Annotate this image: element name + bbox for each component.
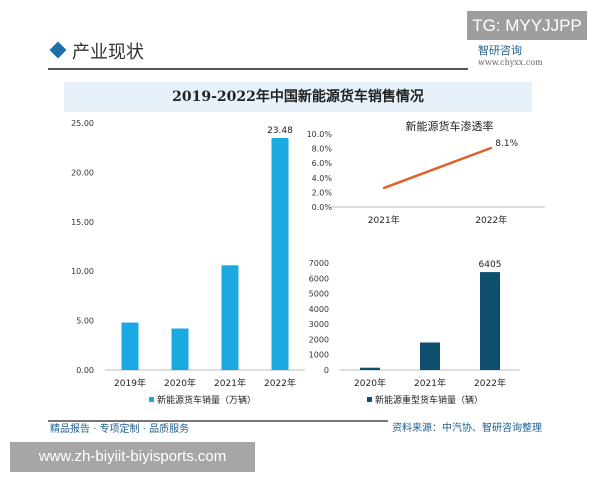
y-tick-label: 0 [324, 366, 329, 375]
x-tick-label: 2020年 [354, 377, 386, 389]
x-tick-label: 2022年 [474, 377, 506, 389]
y-tick-label: 25.00 [71, 119, 94, 128]
x-tick-label: 2022年 [264, 377, 296, 389]
legend-swatch [149, 397, 154, 402]
y-tick-label: 5000 [309, 290, 329, 299]
section-title: 产业现状 [72, 42, 144, 63]
y-tick-label: 8.0% [312, 145, 333, 154]
line-chart-title: 新能源货车渗透率 [406, 119, 494, 133]
logo: 智研咨询 [478, 44, 522, 57]
bar [360, 367, 380, 370]
bar [480, 272, 500, 370]
legend-label: 新能源重型货车销量（辆） [375, 394, 483, 406]
y-tick-label: 10.0% [307, 130, 333, 139]
logo-url: www.chyxx.com [478, 58, 543, 67]
y-tick-label: 5.00 [76, 317, 94, 326]
bar [221, 265, 239, 370]
y-tick-label: 10.00 [71, 267, 94, 276]
y-tick-label: 3000 [309, 320, 329, 329]
y-tick-label: 15.00 [71, 218, 94, 227]
series-line [383, 146, 492, 190]
legend-label: 新能源货车销量（万辆） [157, 394, 256, 406]
x-tick-label: 2020年 [164, 377, 196, 389]
y-tick-label: 4.0% [312, 174, 333, 183]
bar [420, 342, 440, 370]
x-tick-label: 2021年 [368, 214, 400, 226]
source-note: 资料来源：中汽协、智研咨询整理 [392, 423, 542, 434]
y-tick-label: 6000 [309, 274, 329, 283]
data-point [382, 187, 385, 190]
y-tick-label: 20.00 [71, 168, 94, 177]
data-label: 8.1% [495, 139, 518, 149]
y-tick-label: 2.0% [312, 188, 333, 197]
y-tick-label: 2000 [309, 335, 329, 344]
bar [271, 138, 289, 370]
bar [171, 328, 189, 370]
y-tick-label: 0.00 [76, 366, 94, 375]
x-tick-label: 2021年 [214, 377, 246, 389]
url-watermark: www.zh-biyiit-biyisports.com [10, 442, 255, 472]
x-tick-label: 2019年 [114, 377, 146, 389]
tg-watermark: TG: MYYJJPP [467, 11, 587, 40]
chart-title: 2019-2022年中国新能源货车销售情况 [172, 89, 424, 105]
slogan: 精品报告 · 专项定制 · 品质服务 [50, 424, 190, 435]
header-divider [48, 68, 468, 70]
y-tick-label: 1000 [309, 351, 329, 360]
data-point [490, 146, 493, 149]
x-tick-label: 2022年 [475, 214, 507, 226]
data-label: 6405 [479, 260, 502, 270]
data-label: 23.48 [267, 126, 293, 136]
x-tick-label: 2021年 [414, 377, 446, 389]
legend-swatch [367, 397, 372, 402]
y-tick-label: 7000 [309, 259, 329, 268]
y-tick-label: 6.0% [312, 159, 333, 168]
title-bar [64, 82, 532, 112]
y-tick-label: 0.0% [312, 203, 333, 212]
y-tick-label: 4000 [309, 305, 329, 314]
bar [121, 322, 139, 370]
footer-divider [48, 420, 388, 422]
